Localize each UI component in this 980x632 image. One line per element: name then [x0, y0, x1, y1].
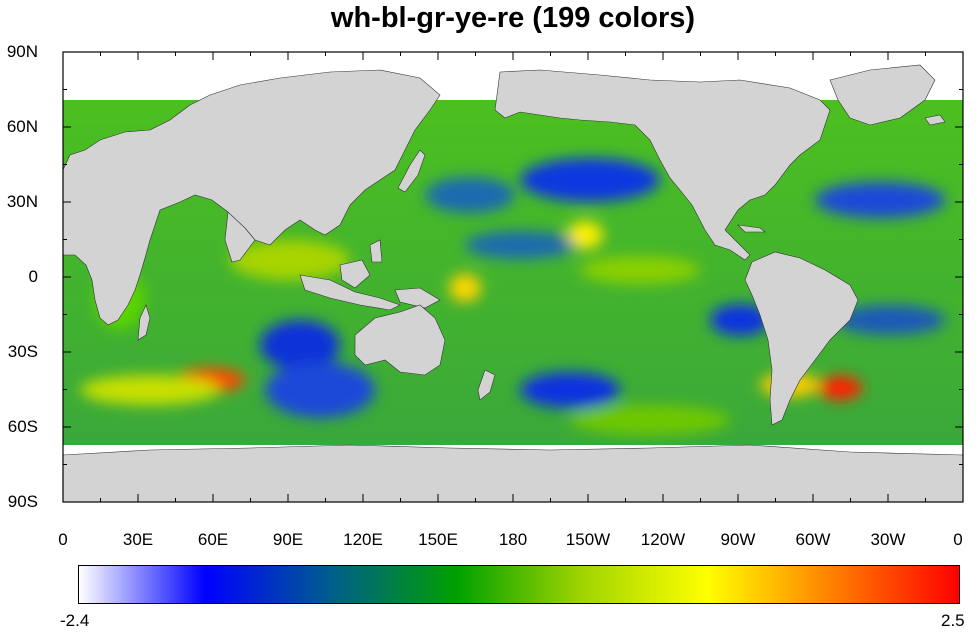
indonesia — [299, 274, 401, 311]
lat-label: 90N — [6, 42, 38, 61]
lon-label: 90E — [272, 530, 304, 549]
land-masses — [63, 64, 976, 502]
new-guinea — [394, 287, 441, 309]
lat-label: 30N — [6, 192, 38, 211]
australia — [354, 304, 446, 376]
lon-label: 30W — [870, 530, 906, 549]
axis-ticks — [62, 51, 964, 503]
lon-label: 180 — [498, 530, 528, 549]
lon-label: 120W — [640, 530, 686, 549]
lat-label: 60N — [6, 117, 38, 136]
lat-label: 60S — [7, 417, 38, 436]
india-peninsula — [224, 211, 256, 263]
south-america — [744, 251, 859, 426]
eurasia-africa-landmass — [63, 69, 441, 326]
madagascar — [137, 304, 151, 341]
lon-label: 150W — [565, 530, 611, 549]
world-map — [62, 51, 976, 503]
map-title: wh-bl-gr-ye-re (199 colors) — [330, 2, 696, 34]
north-america — [494, 69, 831, 261]
lon-label: 30E — [122, 530, 154, 549]
lon-label: 0 — [58, 530, 68, 549]
great-britain — [965, 122, 976, 142]
anomaly-pattern — [80, 158, 945, 435]
philippines — [369, 239, 383, 263]
lon-label: 60E — [197, 530, 229, 549]
lat-label: 30S — [7, 342, 38, 361]
japan — [397, 149, 426, 193]
iceland — [924, 114, 946, 126]
lon-label: 150E — [418, 530, 458, 549]
new-zealand — [477, 369, 496, 401]
lon-label: 90W — [720, 530, 756, 549]
lon-label: 0 — [953, 530, 963, 549]
cuba — [737, 224, 766, 233]
borneo — [339, 259, 371, 289]
colorbar-min-label: -2.4 — [60, 611, 90, 630]
lon-label: 60W — [795, 530, 831, 549]
colorbar-max-label: 2.5 — [941, 611, 965, 630]
lat-label: 0 — [28, 267, 38, 286]
lon-label: 120E — [343, 530, 383, 549]
antarctica — [63, 444, 963, 502]
greenland — [829, 64, 936, 126]
colorbar — [78, 565, 960, 604]
lat-label: 90S — [7, 492, 38, 511]
